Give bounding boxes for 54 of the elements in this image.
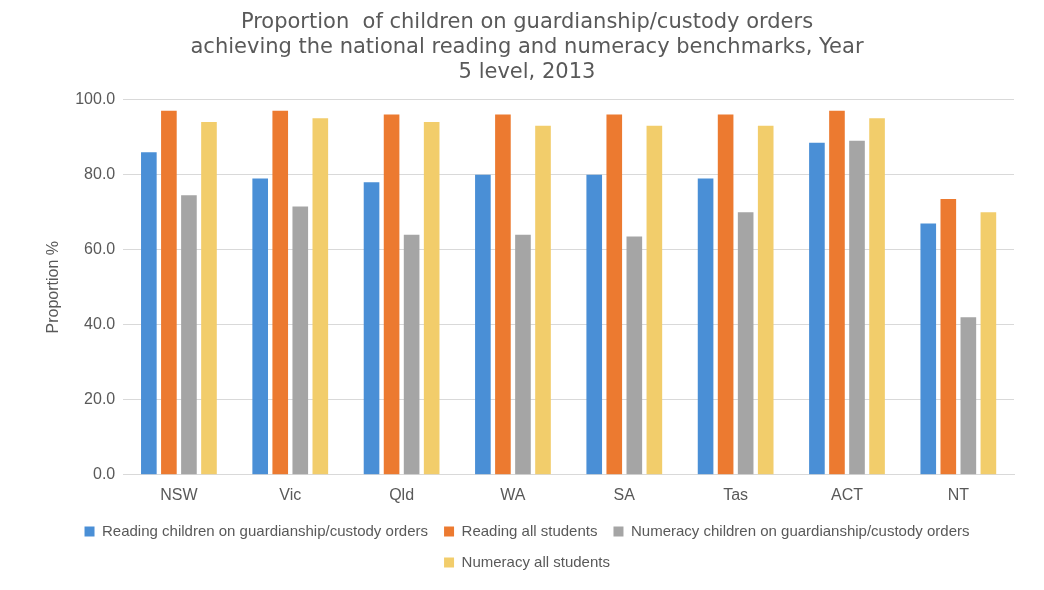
bar xyxy=(920,223,937,475)
bar xyxy=(495,114,511,475)
x-tick-label: WA xyxy=(500,485,526,503)
bar xyxy=(697,178,714,475)
x-tick-label: Qld xyxy=(389,485,415,503)
bar xyxy=(626,236,643,475)
bar xyxy=(980,212,997,475)
bar xyxy=(717,114,734,475)
legend-label: Reading children on guardianship/custody orders xyxy=(102,521,429,539)
y-tick-label: 0.0 xyxy=(92,465,116,483)
bar xyxy=(292,206,309,475)
y-tick-label: 100.0 xyxy=(75,90,116,108)
bar xyxy=(252,178,269,475)
x-tick-label: SA xyxy=(613,485,636,503)
bar xyxy=(423,122,440,475)
bar xyxy=(829,110,845,475)
y-tick-label: 60.0 xyxy=(84,240,116,258)
bar xyxy=(181,195,197,475)
bar xyxy=(606,114,623,475)
bar xyxy=(272,110,289,475)
bar xyxy=(403,234,420,475)
text: achieving the national reading and numeracy benchmarks, Year xyxy=(190,34,864,59)
y-tick-label: 40.0 xyxy=(84,315,116,333)
bar xyxy=(363,182,380,475)
x-tick-label: NT xyxy=(947,485,970,503)
bar xyxy=(809,142,825,475)
bar xyxy=(383,114,400,475)
bar xyxy=(475,174,491,475)
y-tick-label: 20.0 xyxy=(84,390,116,408)
bar xyxy=(535,125,551,475)
bar xyxy=(940,199,957,475)
bar xyxy=(201,122,217,475)
legend-label: Numeracy children on guardianship/custody orders xyxy=(630,521,970,539)
legend-label: Reading all students xyxy=(461,521,598,539)
bar xyxy=(757,125,774,475)
y-tick-label: 80.0 xyxy=(84,165,116,183)
bar xyxy=(161,110,177,475)
bar xyxy=(312,118,329,475)
bar xyxy=(869,118,885,475)
bar xyxy=(646,125,663,475)
x-tick-label: ACT xyxy=(830,485,864,503)
text: 5 level, 2013 xyxy=(458,59,596,84)
bar xyxy=(515,234,531,475)
bar xyxy=(737,212,754,475)
legend-label: Numeracy all students xyxy=(461,552,610,570)
bar xyxy=(586,174,603,475)
x-tick-label: Tas xyxy=(723,485,749,503)
bar xyxy=(141,152,157,475)
x-tick-label: NSW xyxy=(160,485,199,503)
y-axis-title: Proportion % xyxy=(44,240,62,334)
text: Proportion of children on guardianship/custody orders xyxy=(240,9,814,34)
bar xyxy=(960,317,977,475)
bar xyxy=(849,140,865,475)
x-tick-label: Vic xyxy=(279,485,302,503)
